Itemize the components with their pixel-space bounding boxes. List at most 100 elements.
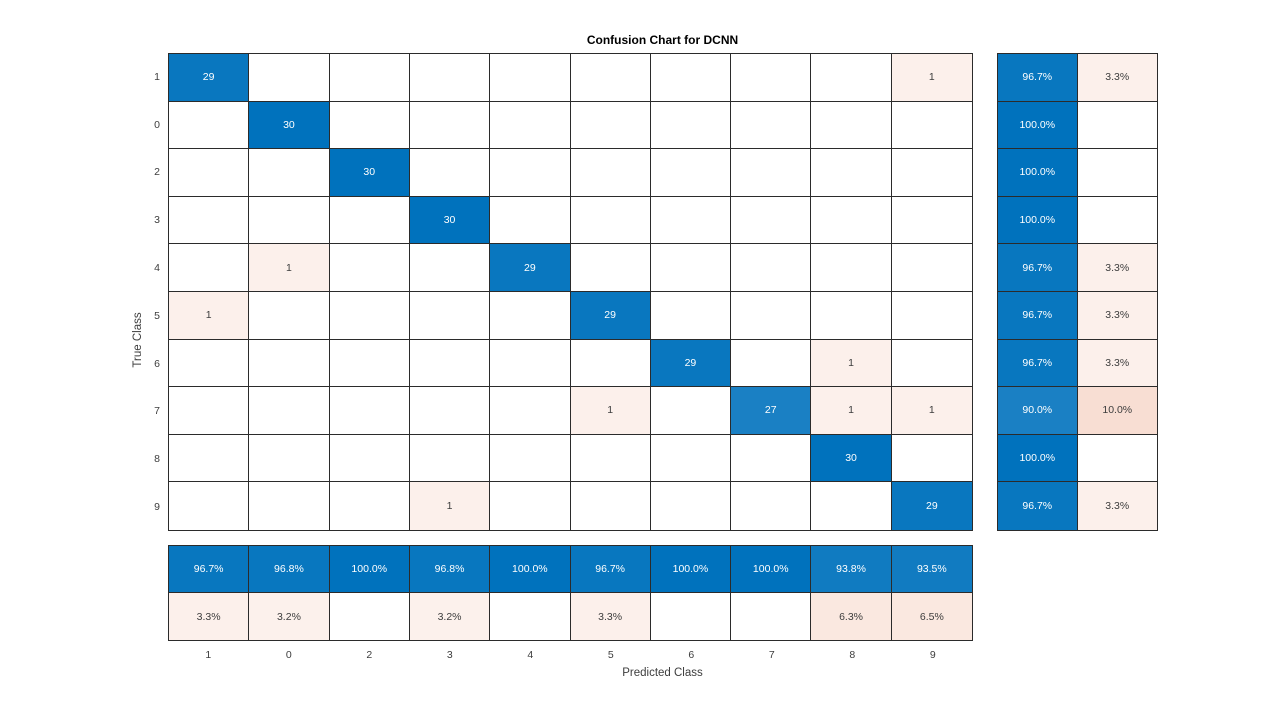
matrix-cell: 27 [731, 387, 812, 435]
row-summary-cell: 96.7% [998, 54, 1078, 102]
x-tick-label: 3 [446, 649, 453, 661]
row-summary-cell [1077, 434, 1157, 483]
matrix-cell [891, 434, 972, 483]
matrix-cell [731, 244, 812, 292]
matrix-cell [329, 196, 410, 245]
matrix-cell [490, 54, 571, 102]
matrix-cell [650, 387, 732, 435]
x-axis-ticks: 1 0 2 3 4 5 6 7 8 9 [168, 648, 973, 662]
matrix-cell: 29 [490, 244, 571, 292]
matrix-cell: 1 [169, 291, 250, 340]
matrix-cell [249, 339, 330, 388]
matrix-cell [731, 101, 812, 150]
matrix-cell [650, 101, 732, 150]
matrix-cell [169, 101, 250, 150]
row-summary-cell [1077, 196, 1157, 245]
column-summary-cell: 3.2% [249, 593, 330, 640]
row-summary-cell: 96.7% [998, 482, 1078, 530]
matrix-cell [169, 482, 250, 530]
matrix-cell [329, 387, 410, 435]
matrix-cell [329, 244, 410, 292]
matrix-cell [650, 434, 732, 483]
matrix-cell [731, 196, 812, 245]
matrix-cell [169, 434, 250, 483]
matrix-cell [169, 244, 250, 292]
x-tick-label: 1 [205, 649, 212, 661]
matrix-cell [169, 339, 250, 388]
column-summary-cell: 6.3% [811, 593, 892, 640]
matrix-cell [891, 244, 972, 292]
matrix-cell [249, 149, 330, 197]
matrix-cell [409, 291, 491, 340]
matrix-cell [570, 149, 651, 197]
y-tick-label: 1 [154, 70, 160, 83]
matrix-cell [811, 54, 892, 102]
matrix-cell [891, 339, 972, 388]
matrix-cell [409, 434, 491, 483]
matrix-cell [731, 339, 812, 388]
column-summary-cell: 100.0% [329, 546, 410, 593]
matrix-cell [249, 196, 330, 245]
matrix-cell [490, 387, 571, 435]
column-summary-cell [490, 593, 571, 640]
row-summary-cell: 100.0% [998, 434, 1078, 483]
column-summary-cell: 96.7% [169, 546, 250, 593]
matrix-cell [409, 149, 491, 197]
y-axis-ticks: 1 0 2 3 4 5 6 7 8 9 [108, 53, 160, 531]
column-summary-cell [329, 593, 410, 640]
row-summary-cell [1077, 149, 1157, 197]
matrix-cell: 1 [891, 54, 972, 102]
matrix-cell [490, 196, 571, 245]
row-summary-cell: 100.0% [998, 196, 1078, 245]
matrix-cell [891, 291, 972, 340]
matrix-cell [731, 149, 812, 197]
row-summary-cell: 10.0% [1077, 387, 1157, 435]
matrix-cell [570, 339, 651, 388]
matrix-cell: 1 [249, 244, 330, 292]
y-tick-label: 4 [154, 262, 160, 275]
matrix-cell [731, 54, 812, 102]
matrix-cell [811, 101, 892, 150]
matrix-cell [249, 291, 330, 340]
row-summary-cell: 3.3% [1077, 244, 1157, 292]
column-summary-cell: 3.3% [570, 593, 651, 640]
y-tick-label: 6 [154, 357, 160, 370]
matrix-cell [650, 149, 732, 197]
x-axis-label: Predicted Class [622, 667, 703, 679]
column-summary-panel: 96.7% 96.8% 100.0% 96.8% 100.0% 96.7% 100.0% 10… [168, 545, 973, 641]
matrix-cell: 29 [169, 54, 250, 102]
row-summary-cell: 96.7% [998, 291, 1078, 340]
matrix-cell: 1 [891, 387, 972, 435]
row-summary-panel: 96.7% 3.3% 100.0% 100.0% 100.0% 96.7% 3.3% 96.7… [997, 53, 1158, 531]
matrix-cell: 29 [570, 291, 651, 340]
row-summary-cell: 96.7% [998, 339, 1078, 388]
matrix-cell [570, 434, 651, 483]
column-summary-cell [650, 593, 732, 640]
column-summary-cell: 3.2% [409, 593, 491, 640]
matrix-cell [490, 149, 571, 197]
matrix-cell [811, 244, 892, 292]
column-summary-cell: 93.5% [891, 546, 972, 593]
matrix-cell [891, 149, 972, 197]
column-summary-cell: 100.0% [650, 546, 732, 593]
matrix-cell [490, 434, 571, 483]
matrix-cell [811, 291, 892, 340]
row-summary-cell: 3.3% [1077, 291, 1157, 340]
matrix-cell [650, 291, 732, 340]
matrix-cell [650, 244, 732, 292]
matrix-cell: 29 [891, 482, 972, 530]
row-summary-cell: 100.0% [998, 101, 1078, 150]
matrix-cell [731, 482, 812, 530]
matrix-cell: 1 [811, 339, 892, 388]
matrix-cell [249, 434, 330, 483]
y-tick-label: 9 [154, 501, 160, 514]
x-tick-label: 9 [929, 649, 936, 661]
matrix-cell [409, 387, 491, 435]
matrix-cell: 30 [249, 101, 330, 150]
matrix-cell [329, 101, 410, 150]
matrix-cell: 29 [650, 339, 732, 388]
matrix-cell [570, 196, 651, 245]
matrix-cell [329, 54, 410, 102]
matrix-cell [811, 196, 892, 245]
matrix-cell [731, 291, 812, 340]
